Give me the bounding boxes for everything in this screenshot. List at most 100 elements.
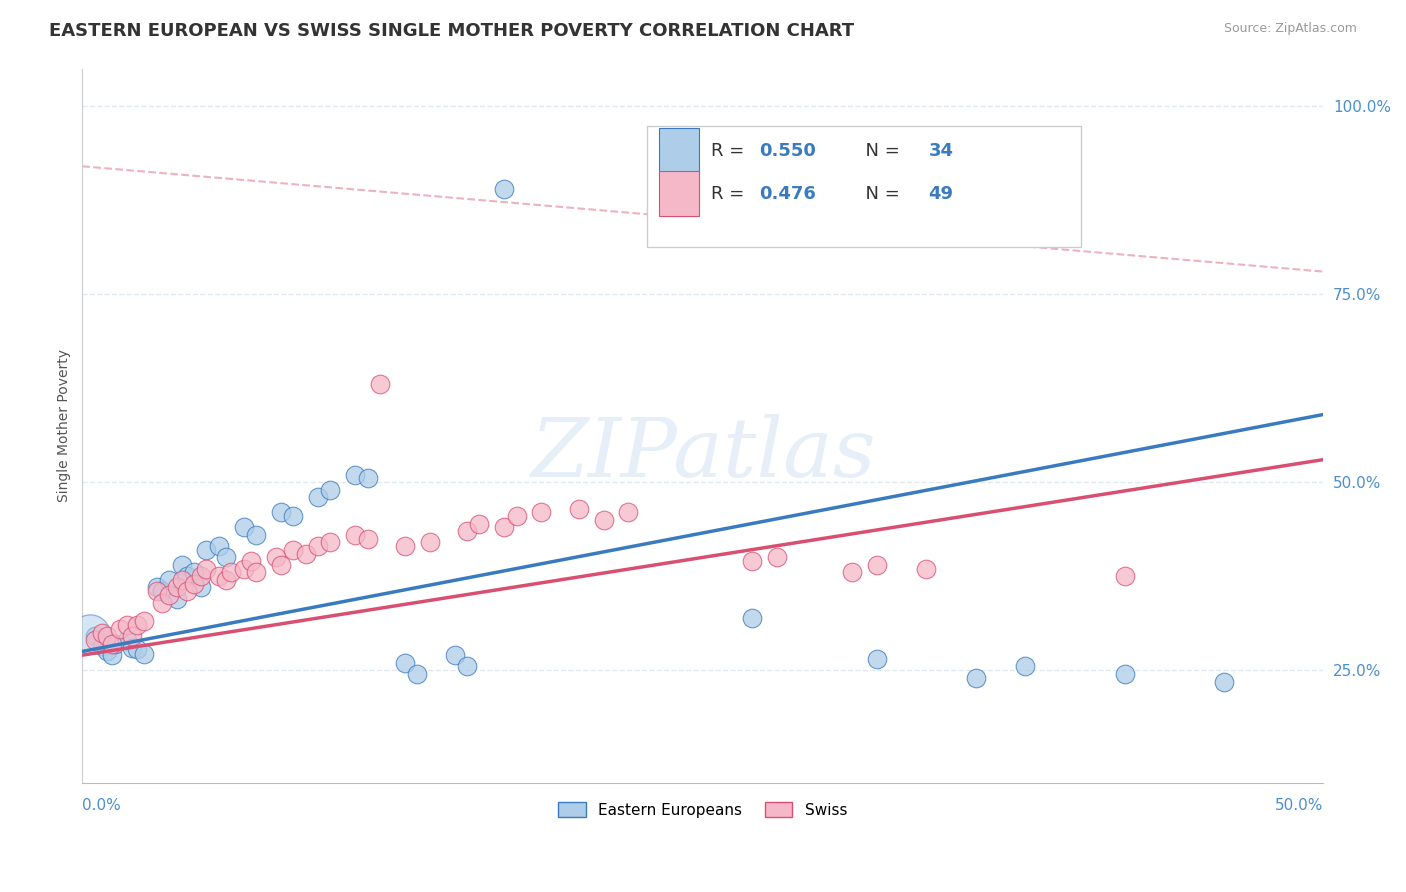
Text: 0.550: 0.550 <box>759 142 815 160</box>
Point <box>208 569 231 583</box>
Point <box>307 490 329 504</box>
Text: EASTERN EUROPEAN VS SWISS SINGLE MOTHER POVERTY CORRELATION CHART: EASTERN EUROPEAN VS SWISS SINGLE MOTHER … <box>49 22 855 40</box>
Point <box>101 637 124 651</box>
Point <box>101 648 124 663</box>
Point <box>83 629 105 643</box>
Text: N =: N = <box>855 142 905 160</box>
Point <box>145 584 167 599</box>
Point <box>1014 659 1036 673</box>
FancyBboxPatch shape <box>647 126 1081 247</box>
Point <box>456 524 478 538</box>
Point <box>283 542 305 557</box>
Point <box>157 573 180 587</box>
Point <box>83 633 105 648</box>
Point <box>125 618 148 632</box>
Point <box>183 576 205 591</box>
Point <box>319 483 342 497</box>
Point <box>419 535 441 549</box>
Point <box>915 562 938 576</box>
Text: Source: ZipAtlas.com: Source: ZipAtlas.com <box>1223 22 1357 36</box>
Point <box>766 550 789 565</box>
Point <box>115 618 138 632</box>
Point <box>121 629 143 643</box>
Point <box>357 471 380 485</box>
Point <box>150 595 173 609</box>
Point <box>170 573 193 587</box>
Y-axis label: Single Mother Poverty: Single Mother Poverty <box>58 350 72 502</box>
Point <box>283 509 305 524</box>
Point <box>270 558 292 572</box>
Point <box>1114 667 1136 681</box>
Point <box>190 581 212 595</box>
Point <box>406 667 429 681</box>
Point <box>965 671 987 685</box>
Point <box>530 505 553 519</box>
Point <box>190 569 212 583</box>
Text: ZIPatlas: ZIPatlas <box>530 415 876 494</box>
Text: 49: 49 <box>928 185 953 202</box>
Point <box>245 566 267 580</box>
Point <box>741 610 763 624</box>
Point <box>494 520 516 534</box>
Point <box>264 550 287 565</box>
Text: N =: N = <box>855 185 905 202</box>
Point <box>96 629 118 643</box>
Point <box>157 588 180 602</box>
Point <box>232 520 254 534</box>
Point <box>456 659 478 673</box>
Point <box>468 516 491 531</box>
Point <box>134 615 156 629</box>
Text: 0.476: 0.476 <box>759 185 815 202</box>
Point <box>121 640 143 655</box>
FancyBboxPatch shape <box>659 128 699 174</box>
Text: 34: 34 <box>928 142 953 160</box>
Point <box>134 647 156 661</box>
Point <box>145 581 167 595</box>
Point <box>394 656 416 670</box>
Point <box>394 539 416 553</box>
Point <box>617 505 640 519</box>
Legend: Eastern Europeans, Swiss: Eastern Europeans, Swiss <box>551 794 855 825</box>
Point <box>150 584 173 599</box>
Point <box>1114 569 1136 583</box>
Point <box>841 566 863 580</box>
Point <box>368 377 391 392</box>
Point <box>91 625 114 640</box>
Text: 50.0%: 50.0% <box>1275 798 1323 814</box>
Point <box>494 182 516 196</box>
Point <box>215 573 238 587</box>
Point <box>307 539 329 553</box>
Point <box>1213 674 1236 689</box>
Point <box>270 505 292 519</box>
Point <box>195 562 218 576</box>
Point <box>183 566 205 580</box>
Point <box>115 633 138 648</box>
Point <box>166 581 188 595</box>
Point <box>344 528 367 542</box>
Point <box>215 550 238 565</box>
Point <box>505 509 527 524</box>
Point <box>195 542 218 557</box>
Text: R =: R = <box>711 185 751 202</box>
Point <box>208 539 231 553</box>
Text: R =: R = <box>711 142 751 160</box>
Point <box>741 554 763 568</box>
Point <box>865 652 887 666</box>
Point <box>176 569 198 583</box>
Point <box>865 558 887 572</box>
FancyBboxPatch shape <box>659 170 699 217</box>
Point <box>592 513 614 527</box>
Point <box>240 554 263 568</box>
Point <box>125 642 148 657</box>
Text: 0.0%: 0.0% <box>83 798 121 814</box>
Point <box>232 562 254 576</box>
Point <box>443 648 465 663</box>
Point <box>91 639 114 653</box>
Point <box>294 547 316 561</box>
Point <box>176 584 198 599</box>
Point <box>245 528 267 542</box>
Point <box>219 566 242 580</box>
Point <box>79 627 101 641</box>
Point <box>96 644 118 658</box>
Point <box>103 637 125 651</box>
